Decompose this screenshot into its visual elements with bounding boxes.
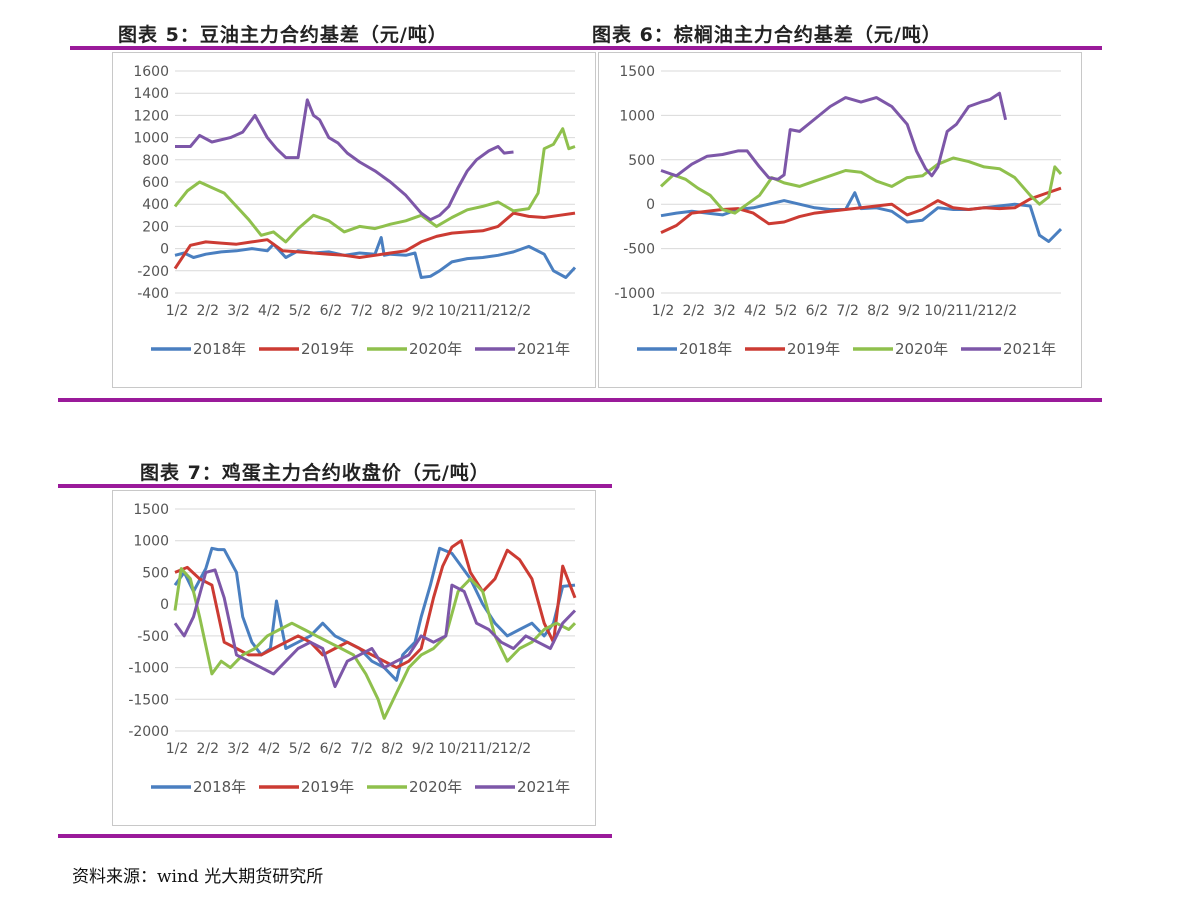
y-tick-label: 1500 xyxy=(133,502,169,518)
fig5-title: 图表 5：豆油主力合约基差（元/吨） xyxy=(118,24,448,46)
fig7-top-rule xyxy=(58,484,612,488)
x-tick-label: 10/2 xyxy=(438,303,469,319)
x-tick-label: 7/2 xyxy=(350,741,373,757)
x-tick-label: 11/2 xyxy=(955,303,986,319)
x-tick-label: 2/2 xyxy=(197,303,220,319)
x-tick-label: 10/2 xyxy=(924,303,955,319)
x-tick-label: 4/2 xyxy=(258,303,281,319)
legend-label-2018: 2018年 xyxy=(193,340,246,358)
x-tick-label: 8/2 xyxy=(867,303,890,319)
series-line-2021 xyxy=(660,91,1008,181)
x-tick-label: 10/2 xyxy=(438,741,469,757)
x-tick-label: 1/2 xyxy=(166,303,189,319)
y-tick-label: -2000 xyxy=(128,724,169,740)
y-tick-label: 1600 xyxy=(133,64,169,80)
y-tick-label: 1200 xyxy=(133,108,169,124)
legend-label-2019: 2019年 xyxy=(787,340,840,358)
legend-label-2021: 2021年 xyxy=(517,778,570,796)
y-tick-label: 0 xyxy=(160,597,169,613)
x-tick-label: 7/2 xyxy=(350,303,373,319)
series-line-2018 xyxy=(173,546,576,682)
y-tick-label: -500 xyxy=(623,242,655,258)
x-tick-label: 3/2 xyxy=(713,303,736,319)
series-line-2021 xyxy=(173,568,577,689)
x-tick-label: 9/2 xyxy=(412,303,435,319)
x-tick-label: 7/2 xyxy=(836,303,859,319)
fig7-title: 图表 7：鸡蛋主力合约收盘价（元/吨） xyxy=(140,462,490,484)
x-tick-label: 1/2 xyxy=(652,303,675,319)
legend-label-2019: 2019年 xyxy=(301,778,354,796)
x-tick-label: 8/2 xyxy=(381,741,404,757)
x-tick-label: 12/2 xyxy=(986,303,1017,319)
x-tick-label: 5/2 xyxy=(289,303,312,319)
legend-label-2018: 2018年 xyxy=(193,778,246,796)
legend-label-2020: 2020年 xyxy=(409,340,462,358)
y-tick-label: 800 xyxy=(142,153,169,169)
x-tick-label: 6/2 xyxy=(806,303,829,319)
fig5-frame: -400 -200 0 200 400 600 800 1000 1200 1400 1600 1/2… xyxy=(112,52,596,388)
fig6-chart: -1000 -500 0 500 1000 1500 1/2 2/2 3/2 4/2 5/2 6/2 7… xyxy=(614,64,1063,358)
y-tick-label: 0 xyxy=(160,242,169,258)
legend-label-2020: 2020年 xyxy=(895,340,948,358)
x-tick-label: 12/2 xyxy=(500,303,531,319)
x-tick-label: 9/2 xyxy=(898,303,921,319)
x-tick-label: 6/2 xyxy=(320,303,343,319)
fig7-chart: -2000 -1500 -1000 -500 0 500 1000 1500 1/2 2/2 3/2… xyxy=(128,502,577,796)
x-tick-label: 5/2 xyxy=(289,741,312,757)
series-line-2019 xyxy=(173,211,576,270)
middle-rule xyxy=(58,398,1102,402)
y-tick-label: 1000 xyxy=(619,108,655,124)
y-tick-label: 1000 xyxy=(133,131,169,147)
y-tick-label: -1000 xyxy=(128,661,169,677)
y-tick-label: 0 xyxy=(646,197,655,213)
series-line-2021 xyxy=(175,98,514,222)
series-line-2019 xyxy=(660,186,1062,234)
x-tick-label: 2/2 xyxy=(683,303,706,319)
y-tick-label: 500 xyxy=(142,565,169,581)
y-tick-label: 200 xyxy=(142,219,169,235)
legend-label-2021: 2021年 xyxy=(1003,340,1056,358)
fig7-frame: -2000 -1500 -1000 -500 0 500 1000 1500 1/2 2/2 3/2… xyxy=(112,490,596,826)
series-line-2018 xyxy=(174,236,577,279)
legend-label-2020: 2020年 xyxy=(409,778,462,796)
series-line-2020 xyxy=(659,156,1063,215)
x-tick-label: 11/2 xyxy=(469,741,500,757)
fig5-chart: -400 -200 0 200 400 600 800 1000 1200 1400 1600 1/2… xyxy=(133,64,577,358)
y-tick-label: 1400 xyxy=(133,86,169,102)
y-tick-label: 600 xyxy=(142,175,169,191)
y-tick-label: 500 xyxy=(628,153,655,169)
x-tick-label: 4/2 xyxy=(744,303,767,319)
y-tick-label: 400 xyxy=(142,197,169,213)
x-tick-label: 2/2 xyxy=(197,741,220,757)
y-tick-label: -1000 xyxy=(614,286,655,302)
x-tick-label: 11/2 xyxy=(469,303,500,319)
x-tick-label: 12/2 xyxy=(500,741,531,757)
y-tick-label: -500 xyxy=(137,629,169,645)
fig6-title: 图表 6：棕榈油主力合约基差（元/吨） xyxy=(592,24,942,46)
legend-label-2021: 2021年 xyxy=(517,340,570,358)
legend-label-2019: 2019年 xyxy=(301,340,354,358)
x-tick-label: 8/2 xyxy=(381,303,404,319)
y-tick-label: 1000 xyxy=(133,534,169,550)
series-line-2018 xyxy=(660,191,1063,243)
y-tick-label: -200 xyxy=(137,264,169,280)
legend-label-2018: 2018年 xyxy=(679,340,732,358)
fig6-frame: -1000 -500 0 500 1000 1500 1/2 2/2 3/2 4/2 5/2 6/2 7… xyxy=(598,52,1082,388)
x-tick-label: 9/2 xyxy=(412,741,435,757)
x-tick-label: 5/2 xyxy=(775,303,798,319)
top-rule xyxy=(70,46,1102,50)
source-note: 资料来源：wind 光大期货研究所 xyxy=(72,867,324,887)
series-line-2020 xyxy=(173,127,576,244)
x-tick-label: 4/2 xyxy=(258,741,281,757)
bottom-rule xyxy=(58,834,612,838)
x-tick-label: 6/2 xyxy=(320,741,343,757)
y-tick-label: -400 xyxy=(137,286,169,302)
x-tick-label: 3/2 xyxy=(227,303,250,319)
y-tick-label: 1500 xyxy=(619,64,655,80)
x-tick-label: 1/2 xyxy=(166,741,189,757)
y-tick-label: -1500 xyxy=(128,692,169,708)
x-tick-label: 3/2 xyxy=(227,741,250,757)
series-line-2020 xyxy=(173,567,577,720)
